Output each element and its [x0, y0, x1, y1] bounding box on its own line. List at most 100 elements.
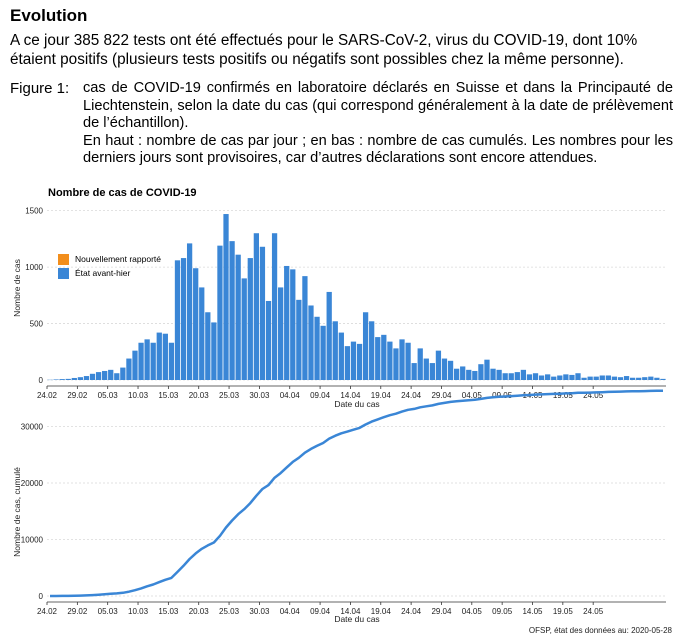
bar — [629, 377, 636, 380]
bar — [120, 367, 126, 380]
x-tick-label: 25.03 — [219, 391, 240, 400]
bar — [211, 322, 217, 380]
source-note: OFSP, état des données au: 2020-05-28 — [529, 626, 673, 635]
y-axis: 0 10000 20000 30000 — [21, 422, 44, 601]
bar — [186, 243, 193, 380]
x-tick-label: 20.03 — [189, 607, 210, 616]
bar — [381, 334, 387, 380]
cumulative-line — [50, 389, 664, 598]
bar — [114, 373, 120, 380]
bar — [496, 369, 502, 380]
x-tick-label: 04.05 — [462, 607, 483, 616]
bar — [284, 265, 290, 380]
bar — [338, 332, 344, 380]
x-tick-label: 24.04 — [401, 607, 422, 616]
bar — [599, 375, 605, 380]
x-tick-label: 05.03 — [98, 607, 119, 616]
bar — [302, 276, 308, 380]
bar — [59, 379, 65, 380]
bar — [484, 359, 490, 380]
bar — [593, 376, 599, 380]
x-tick-label: 29.02 — [67, 607, 88, 616]
bar — [557, 375, 563, 380]
y-tick-label: 20000 — [21, 479, 44, 488]
bar — [362, 312, 369, 380]
y-tick-label: 500 — [30, 320, 44, 329]
bar — [332, 321, 338, 380]
bar — [83, 376, 90, 380]
bar — [369, 321, 375, 380]
bar — [453, 368, 460, 380]
bar — [441, 358, 448, 380]
bar — [417, 348, 423, 380]
caption-line-1: cas de COVID-19 confirmés en laboratoire… — [83, 80, 673, 131]
bars — [47, 214, 666, 381]
bar — [660, 378, 666, 380]
bar — [356, 343, 363, 380]
bar — [344, 346, 351, 380]
bar — [235, 254, 241, 380]
x-tick-label: 04.05 — [462, 391, 483, 400]
bar — [617, 377, 624, 380]
x-tick-label: 24.05 — [583, 391, 604, 400]
legend-label-new: Nouvellement rapporté — [75, 254, 161, 264]
x-tick-label: 09.04 — [310, 607, 331, 616]
bar — [429, 363, 435, 380]
bar — [126, 358, 132, 380]
bar — [229, 241, 235, 380]
bar — [108, 369, 114, 380]
bar — [253, 233, 260, 380]
bar — [89, 373, 96, 380]
bar — [296, 299, 302, 380]
x-tick-label: 24.05 — [583, 607, 604, 616]
bar — [405, 342, 411, 380]
x-axis-title: Date du cas — [334, 399, 379, 409]
y-axis-title: Nombre de cas — [12, 259, 22, 317]
bar — [375, 337, 381, 380]
bar — [538, 375, 545, 380]
bar — [95, 372, 102, 380]
y-axis-title: Nombre de cas, cumulé — [12, 467, 22, 557]
caption-line-2: En haut : nombre de cas par jour ; en ba… — [83, 132, 673, 167]
x-tick-label: 09.05 — [492, 607, 513, 616]
bar — [532, 373, 539, 380]
x-tick-label: 29.04 — [431, 391, 452, 400]
bar — [193, 268, 199, 380]
bar — [648, 376, 654, 380]
bar — [508, 373, 514, 380]
bar — [102, 370, 108, 380]
legend: Nouvellement rapporté État avant-hier — [58, 254, 161, 279]
bar — [144, 339, 150, 380]
x-tick-label: 24.04 — [401, 391, 422, 400]
x-tick-label: 14.04 — [340, 607, 361, 616]
x-tick-label: 05.03 — [98, 391, 119, 400]
bar — [290, 269, 296, 380]
bar — [502, 373, 508, 380]
x-tick-label: 20.03 — [189, 391, 210, 400]
x-tick-label: 24.02 — [37, 607, 58, 616]
bar — [563, 374, 569, 380]
bar — [569, 374, 575, 380]
x-tick-label: 15.03 — [158, 607, 179, 616]
cumulative-cases-chart: 0 10000 20000 30000 24.02 29.02 05.03 10.03 15.… — [12, 389, 666, 624]
x-tick-label: 29.04 — [431, 607, 452, 616]
x-tick-label: 25.03 — [219, 607, 240, 616]
bar — [77, 377, 84, 380]
intro-text: A ce jour 385 822 tests ont été effectué… — [10, 32, 638, 68]
bar — [623, 376, 630, 380]
bar — [65, 378, 71, 380]
legend-swatch-new — [58, 254, 69, 265]
section-heading: Evolution — [10, 6, 88, 25]
bar — [423, 358, 429, 380]
bar — [411, 363, 417, 380]
bar — [611, 376, 618, 380]
x-tick-label: 14.04 — [340, 391, 361, 400]
bar — [551, 376, 557, 380]
daily-cases-chart: Nombre de cas de COVID-19 0 500 1000 1500 2… — [12, 187, 666, 409]
y-tick-label: 0 — [39, 376, 44, 385]
x-tick-label: 14.05 — [522, 607, 543, 616]
bar — [223, 214, 229, 380]
bar — [199, 287, 205, 380]
x-tick-label: 24.02 — [37, 391, 58, 400]
